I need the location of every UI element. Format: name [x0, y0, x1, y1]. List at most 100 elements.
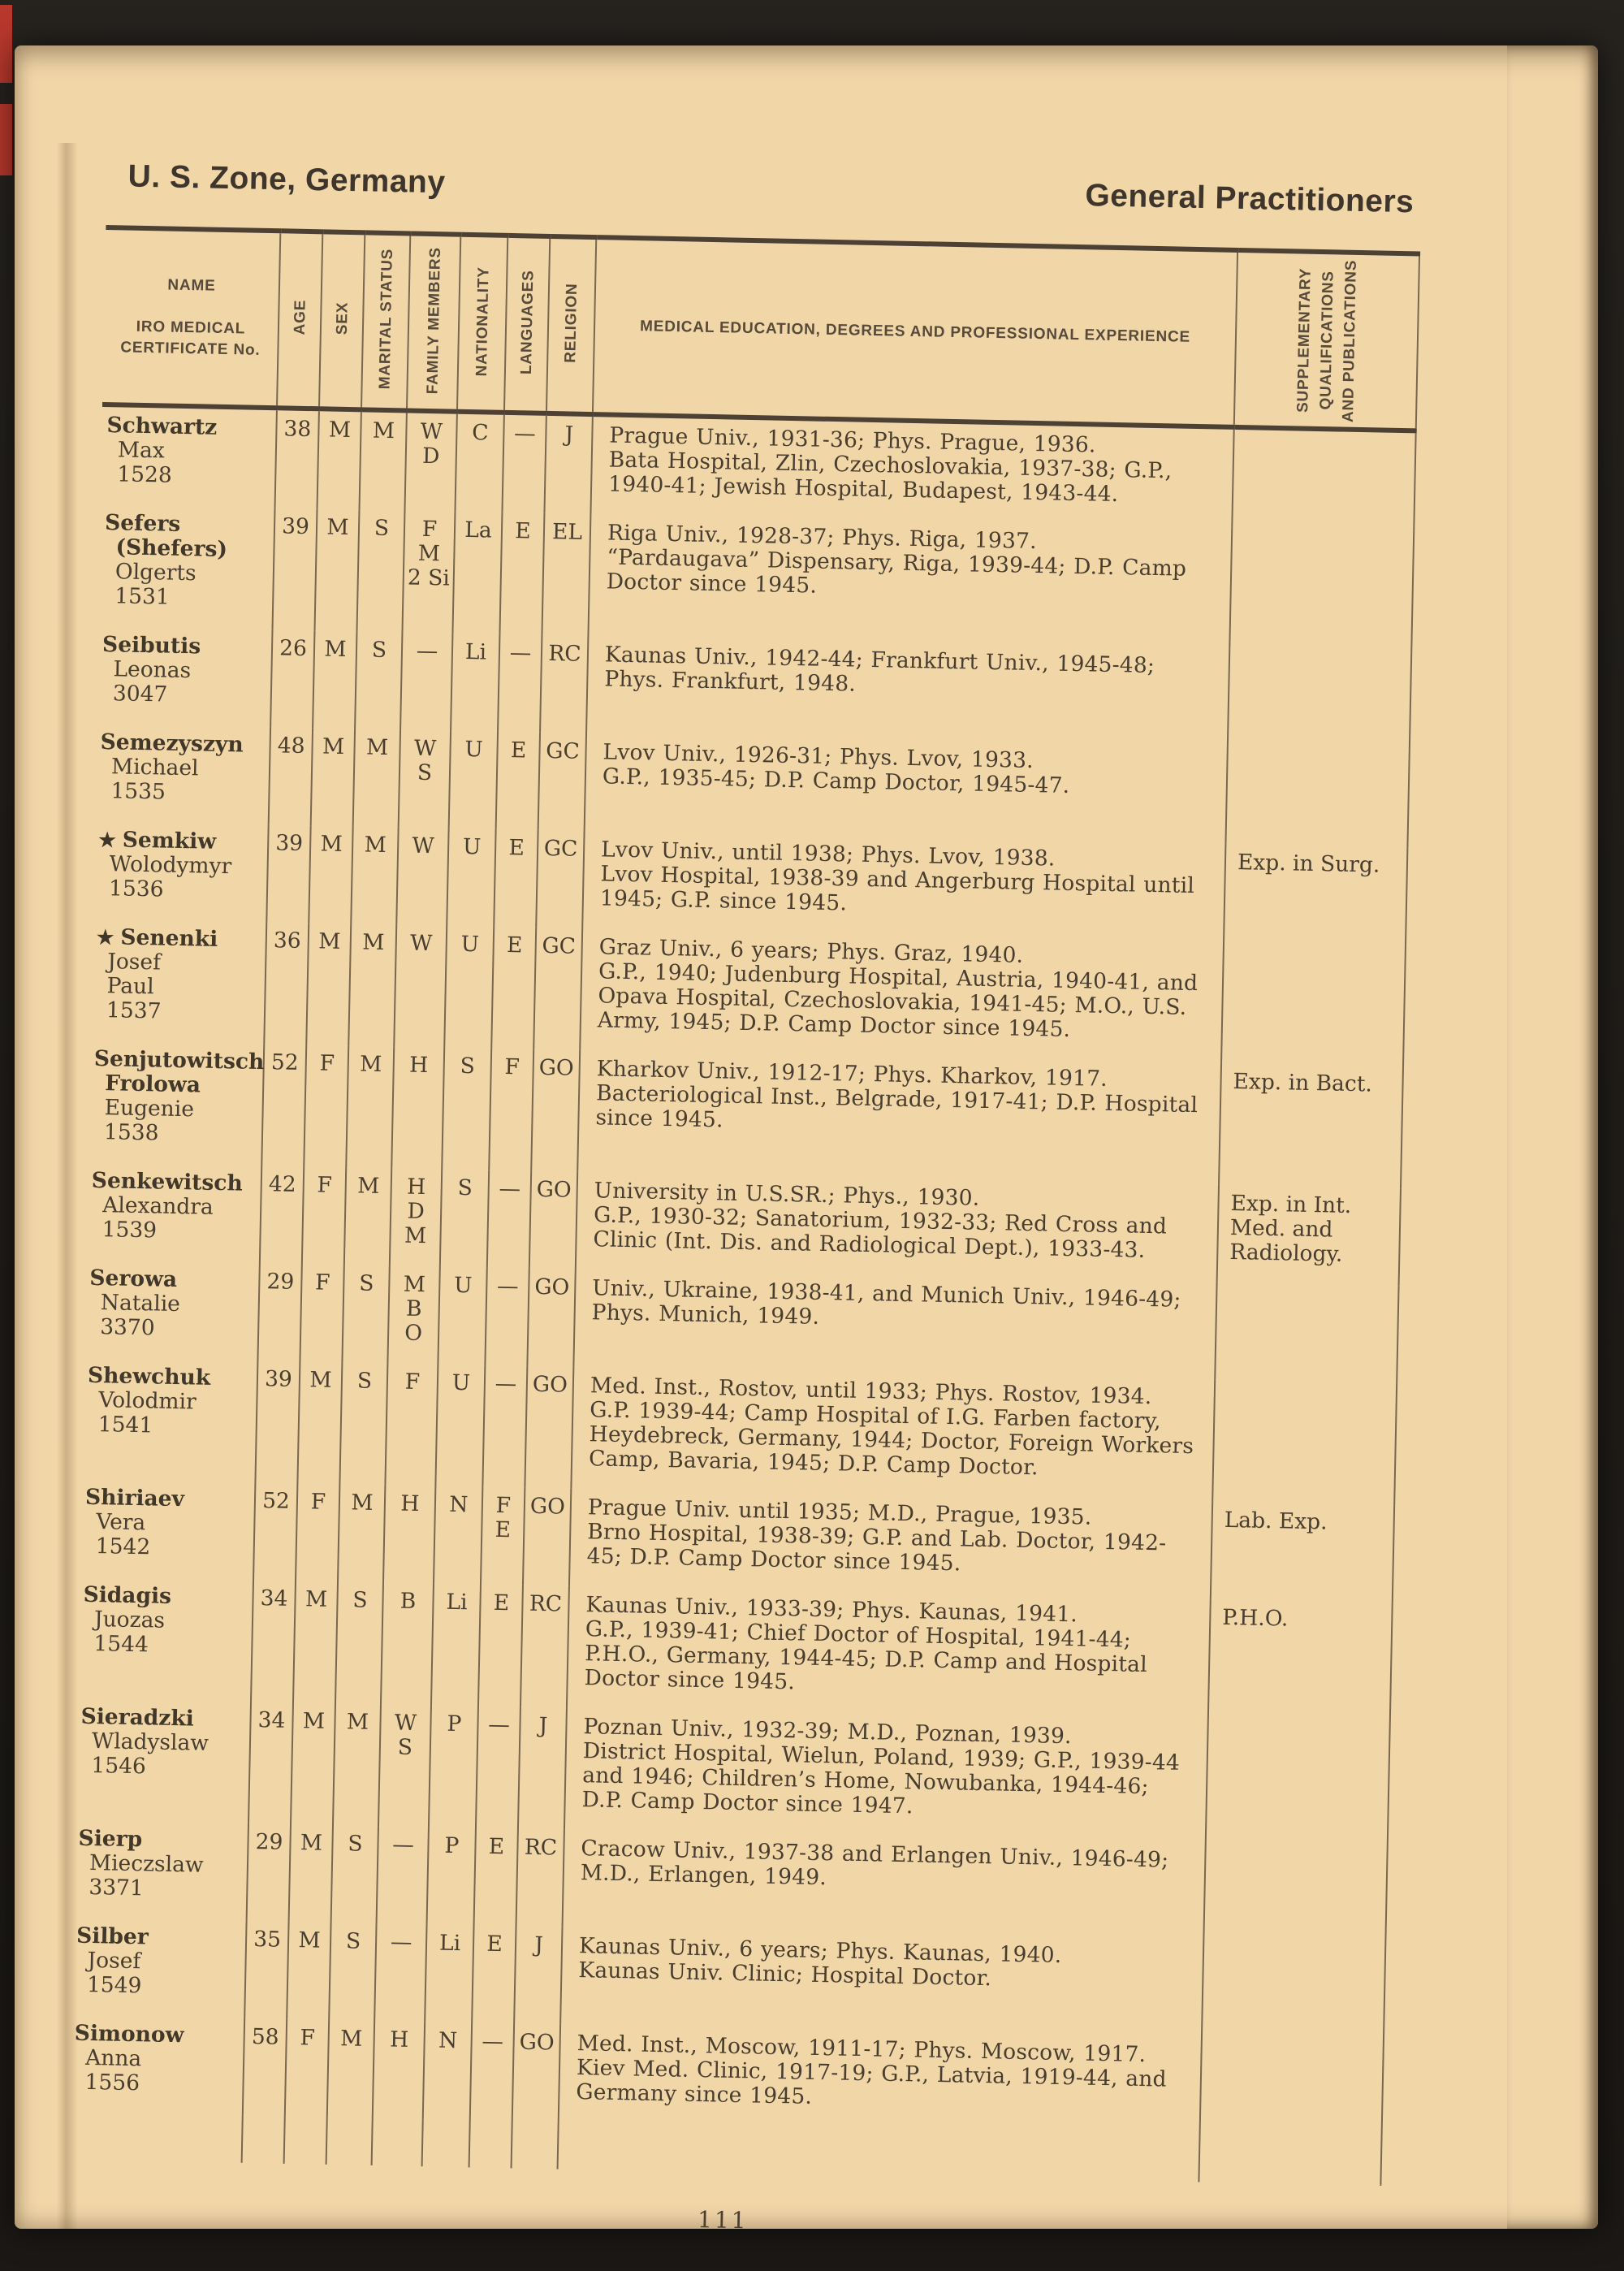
education-cell: Kaunas Univ., 1942-44; Frankfurt Univ., …: [586, 636, 1230, 747]
marital-status-cell: M: [352, 729, 401, 828]
language-line: F: [495, 1493, 512, 1519]
languages-cell: E: [477, 1584, 523, 1707]
family-line: H: [389, 2027, 409, 2053]
supplementary-cell: Exp. in Int. Med. and Radiology.: [1216, 1185, 1401, 1287]
column-header-nationality: NATIONALITY: [456, 234, 508, 413]
age-cell: 52: [261, 1044, 307, 1167]
language-line: —: [499, 1176, 521, 1202]
supplementary-cell: [1199, 2037, 1384, 2139]
name-cell: ★ Senenki Josef Paul 1537: [89, 919, 267, 1045]
nationality-cell: Li: [451, 633, 500, 733]
name-line: 1535: [110, 778, 166, 805]
name-cell: ★ Semkiw Wolodymyr 1536: [92, 821, 269, 923]
sex-cell: M: [306, 923, 352, 1046]
name-line: 1538: [103, 1119, 159, 1146]
language-line: —: [496, 1274, 519, 1300]
column-header-family-members: FAMILY MEMBERS: [406, 233, 461, 413]
family-line: M: [403, 1271, 426, 1298]
languages-cell: E: [499, 513, 545, 636]
marital-status-cell: M: [326, 2020, 375, 2119]
name-cell: Sidagis Juozas 1544: [76, 1576, 254, 1702]
spacer-cell: [67, 2112, 243, 2164]
name-line: 1531: [114, 583, 171, 610]
supplementary-cell: [1232, 427, 1416, 531]
family-line: D: [407, 1199, 425, 1225]
supplementary-cell: [1212, 1380, 1397, 1506]
education-paragraph: G.P. 1939-44; Camp Hospital of I.G. Farb…: [588, 1397, 1194, 1481]
languages-cell: F: [489, 1049, 534, 1172]
header-line: NAME: [167, 276, 216, 295]
family-line: D: [421, 443, 440, 469]
name-line: 1544: [93, 1631, 149, 1658]
nationality-cell: P: [428, 1705, 478, 1828]
religion-cell: RC: [520, 1585, 569, 1709]
language-line: E: [515, 518, 531, 544]
family-line: M: [404, 1222, 427, 1249]
marital-status-cell: S: [342, 1265, 390, 1364]
religion-cell: J: [514, 1926, 563, 2025]
sex-cell: F: [301, 1166, 347, 1265]
family-line: S: [397, 1734, 413, 1761]
family-members-cell: —: [400, 632, 453, 731]
marital-status-cell: S: [329, 1923, 377, 2022]
family-line: F: [421, 517, 438, 543]
family-members-cell: H: [372, 2021, 425, 2120]
sex-cell: M: [297, 1361, 343, 1485]
age-cell: 34: [248, 1702, 294, 1825]
sex-cell: M: [293, 1581, 339, 1704]
spacer-cell: [421, 2119, 470, 2168]
religion-cell: GO: [527, 1269, 576, 1368]
language-line: E: [506, 932, 523, 958]
name-line: 1528: [116, 461, 173, 489]
column-header-education: MEDICAL EDUCATION, DEGREES AND PROFESSIO…: [592, 237, 1238, 428]
name-cell: Shiriaev Vera 1542: [79, 1479, 256, 1581]
language-line: —: [495, 1371, 517, 1397]
header-row: NAME IRO MEDICAL CERTIFICATE No. AGE SEX…: [102, 227, 1420, 431]
rotated-label: RELIGION: [562, 283, 581, 364]
sex-cell: F: [296, 1483, 340, 1582]
page-content: U. S. Zone, Germany General Practitioner…: [66, 123, 1423, 2247]
nationality-cell: P: [426, 1827, 476, 1926]
supplementary-cell: [1201, 1940, 1386, 2042]
languages-cell: —: [486, 1170, 532, 1270]
marital-status-cell: M: [348, 924, 397, 1047]
education-cell: University in U.S.SR.; Phys., 1930. G.P.,…: [575, 1172, 1220, 1283]
education-paragraph: Bacteriological Inst., Belgrade, 1917-41…: [595, 1080, 1199, 1133]
religion-cell: EL: [542, 513, 591, 637]
family-members-cell: —: [376, 1826, 429, 1925]
name-line: 1542: [95, 1533, 151, 1560]
education-cell: Graz Univ., 6 years; Phys. Graz, 1940. G.…: [580, 928, 1224, 1064]
marital-status-cell: S: [339, 1362, 388, 1486]
family-line: W: [413, 736, 437, 762]
language-line: E: [510, 738, 527, 763]
supplementary-cell: [1203, 1842, 1388, 1944]
family-members-cell: H: [382, 1485, 436, 1584]
nationality-cell: U: [438, 1266, 487, 1365]
supplementary-cell: [1227, 649, 1412, 751]
supplementary-cell: [1229, 527, 1415, 653]
nationality-cell: U: [444, 925, 495, 1049]
page-stack-edge: [1507, 45, 1598, 2229]
languages-cell: —: [498, 634, 542, 733]
marital-status-cell: S: [335, 1581, 383, 1705]
nationality-cell: U: [448, 730, 499, 830]
education-cell: Kaunas Univ., 6 years; Phys. Kaunas, 194…: [560, 1927, 1204, 2038]
nationality-cell: N: [422, 2022, 473, 2121]
languages-cell: E: [491, 927, 537, 1050]
religion-cell: GC: [533, 928, 583, 1051]
column-header-supplementary: SUPPLEMENTARY QUALIFICATIONS AND PUBLICA…: [1233, 249, 1420, 431]
languages-cell: E: [473, 1828, 518, 1927]
language-line: —: [509, 640, 532, 666]
religion-cell: GO: [512, 2023, 561, 2122]
family-line: H: [406, 1174, 426, 1200]
practitioners-table: NAME IRO MEDICAL CERTIFICATE No. AGE SEX…: [67, 225, 1420, 2187]
education-cell: Kaunas Univ., 1933-39; Phys. Kaunas, 194…: [566, 1586, 1211, 1721]
rotated-label: NATIONALITY: [473, 266, 493, 377]
family-line: F: [404, 1369, 421, 1395]
name-cell: Sefers (Shefers) Olgerts 1531: [97, 504, 275, 630]
age-cell: 34: [251, 1580, 296, 1703]
language-line: E: [486, 1931, 503, 1957]
